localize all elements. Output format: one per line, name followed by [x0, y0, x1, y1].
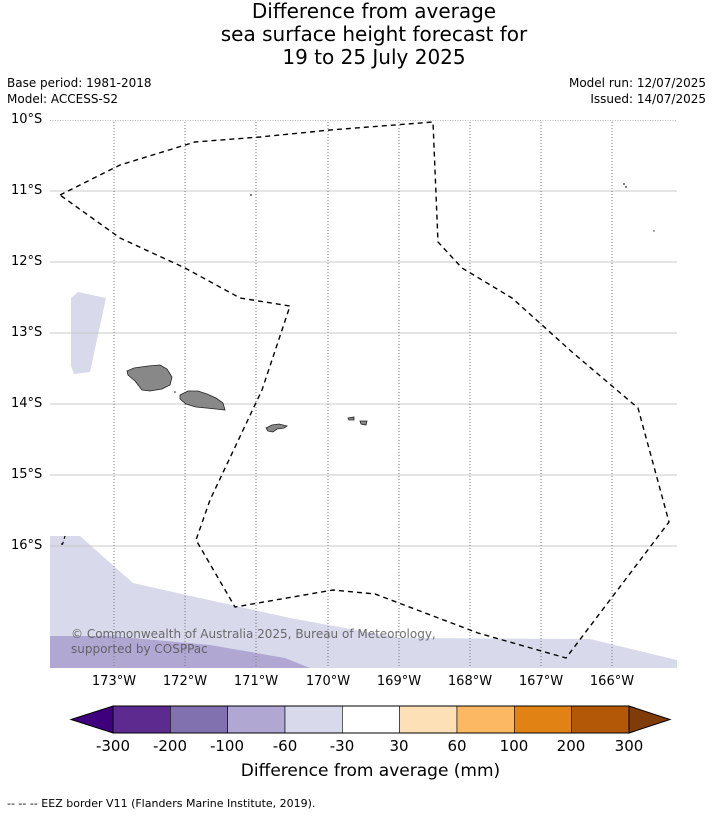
- eez-border-samoa: [59, 121, 670, 659]
- model-run: Model run: 12/07/2025: [568, 76, 706, 90]
- lat-label-12s: 12°S: [11, 254, 43, 269]
- lon-label-169w: 169°W: [376, 674, 422, 689]
- colorbar-extend-low: [69, 705, 114, 734]
- colorbar-tick: 200: [556, 737, 586, 755]
- title-line-3: 19 to 25 July 2025: [282, 45, 466, 69]
- lat-label-10s: 10°S: [11, 112, 43, 127]
- colorbar-segment: [399, 705, 458, 734]
- lat-label-11s: 11°S: [11, 183, 43, 198]
- lat-label-14s: 14°S: [11, 396, 43, 411]
- colorbar-segment: [342, 705, 400, 734]
- colorbar-tick: -100: [209, 737, 245, 755]
- colorbar-segment: [456, 705, 515, 734]
- colorbar-tick: 60: [447, 737, 467, 755]
- copyright-notice: © Commonwealth of Australia 2025, Bureau…: [71, 627, 436, 656]
- lat-label-16s: 16°S: [11, 538, 43, 553]
- map-title: Difference from average sea surface heig…: [0, 0, 713, 69]
- colorbar-tick: -60: [272, 737, 298, 755]
- lon-label-168w: 168°W: [447, 674, 493, 689]
- lat-label-15s: 15°S: [11, 467, 43, 482]
- islets: [61, 183, 655, 545]
- lon-label-167w: 167°W: [518, 674, 564, 689]
- title-line-1: Difference from average: [251, 0, 497, 23]
- anomaly-area-medium: [50, 636, 310, 668]
- colorbar-segment: [227, 705, 286, 734]
- lon-label-170w: 170°W: [305, 674, 351, 689]
- base-period: Base period: 1981-2018: [7, 76, 152, 90]
- colorbar-tick: 100: [499, 737, 529, 755]
- colorbar-segment: [514, 705, 572, 734]
- lon-label-166w: 166°W: [589, 674, 635, 689]
- colorbar-label: Difference from average (mm): [240, 761, 501, 781]
- colorbar-tick: -200: [152, 737, 188, 755]
- lon-label-173w: 173°W: [91, 674, 137, 689]
- island-tau: [359, 420, 368, 426]
- lat-label-13s: 13°S: [11, 325, 43, 340]
- colorbar-tick: 300: [614, 737, 644, 755]
- eez-border-fragment: [61, 535, 66, 547]
- anomaly-area-light: [50, 536, 677, 668]
- lon-label-172w: 172°W: [162, 674, 208, 689]
- colorbar-tick: -30: [329, 737, 355, 755]
- island-tutuila: [265, 423, 288, 433]
- island-ofu: [347, 416, 355, 421]
- lon-gridlines: [113, 120, 613, 668]
- colorbar-extend-high: [628, 705, 672, 734]
- islands: [126, 364, 368, 433]
- island-savaii: [126, 364, 173, 392]
- meta-right: Model run: 12/07/2025 Issued: 14/07/2025: [569, 75, 706, 107]
- colorbar-segment: [571, 705, 630, 734]
- model-name: Model: ACCESS-S2: [7, 92, 119, 106]
- lat-gridlines: [50, 190, 677, 547]
- issued-date: Issued: 14/07/2025: [590, 92, 706, 106]
- colorbar-frame: [112, 705, 630, 734]
- eez-legend-note: -- -- -- EEZ border V11 (Flanders Marine…: [7, 797, 316, 810]
- colorbar: [69, 705, 672, 734]
- colorbar-segment: [284, 705, 343, 734]
- meta-left: Base period: 1981-2018 Model: ACCESS-S2: [7, 75, 152, 107]
- map-panel: [50, 120, 677, 668]
- colorbar-segment: [112, 705, 171, 734]
- colorbar-tick: 30: [389, 737, 409, 755]
- title-line-2: sea surface height forecast for: [220, 22, 528, 46]
- colorbar-segment: [170, 705, 228, 734]
- colorbar-tick: -300: [95, 737, 131, 755]
- lon-label-171w: 171°W: [233, 674, 279, 689]
- island-upolu: [179, 390, 226, 411]
